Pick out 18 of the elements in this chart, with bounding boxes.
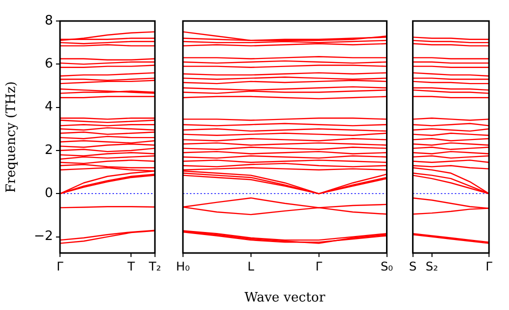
x-tick-label: S₀: [380, 259, 394, 274]
x-tick-label: Γ: [315, 259, 322, 274]
y-tick-label: 0: [44, 186, 53, 202]
y-tick-label: 6: [44, 56, 53, 72]
x-tick-label: S₂: [426, 259, 438, 274]
y-tick-label: 4: [44, 100, 53, 115]
x-axis-title: Wave vector: [244, 290, 326, 306]
x-tick-label: S: [408, 259, 417, 274]
x-tick-label: Γ: [486, 259, 493, 274]
y-axis-title: Frequency (THz): [4, 81, 20, 193]
y-tick-label: 8: [44, 13, 53, 28]
x-tick-label: T: [126, 259, 136, 274]
y-tick-label: 2: [44, 142, 53, 158]
x-tick-label: L: [248, 259, 255, 274]
x-tick-label: Γ: [56, 259, 64, 274]
x-tick-label: H₀: [176, 259, 190, 274]
y-tick-label: −2: [34, 229, 53, 244]
x-tick-label: T₂: [148, 259, 162, 274]
